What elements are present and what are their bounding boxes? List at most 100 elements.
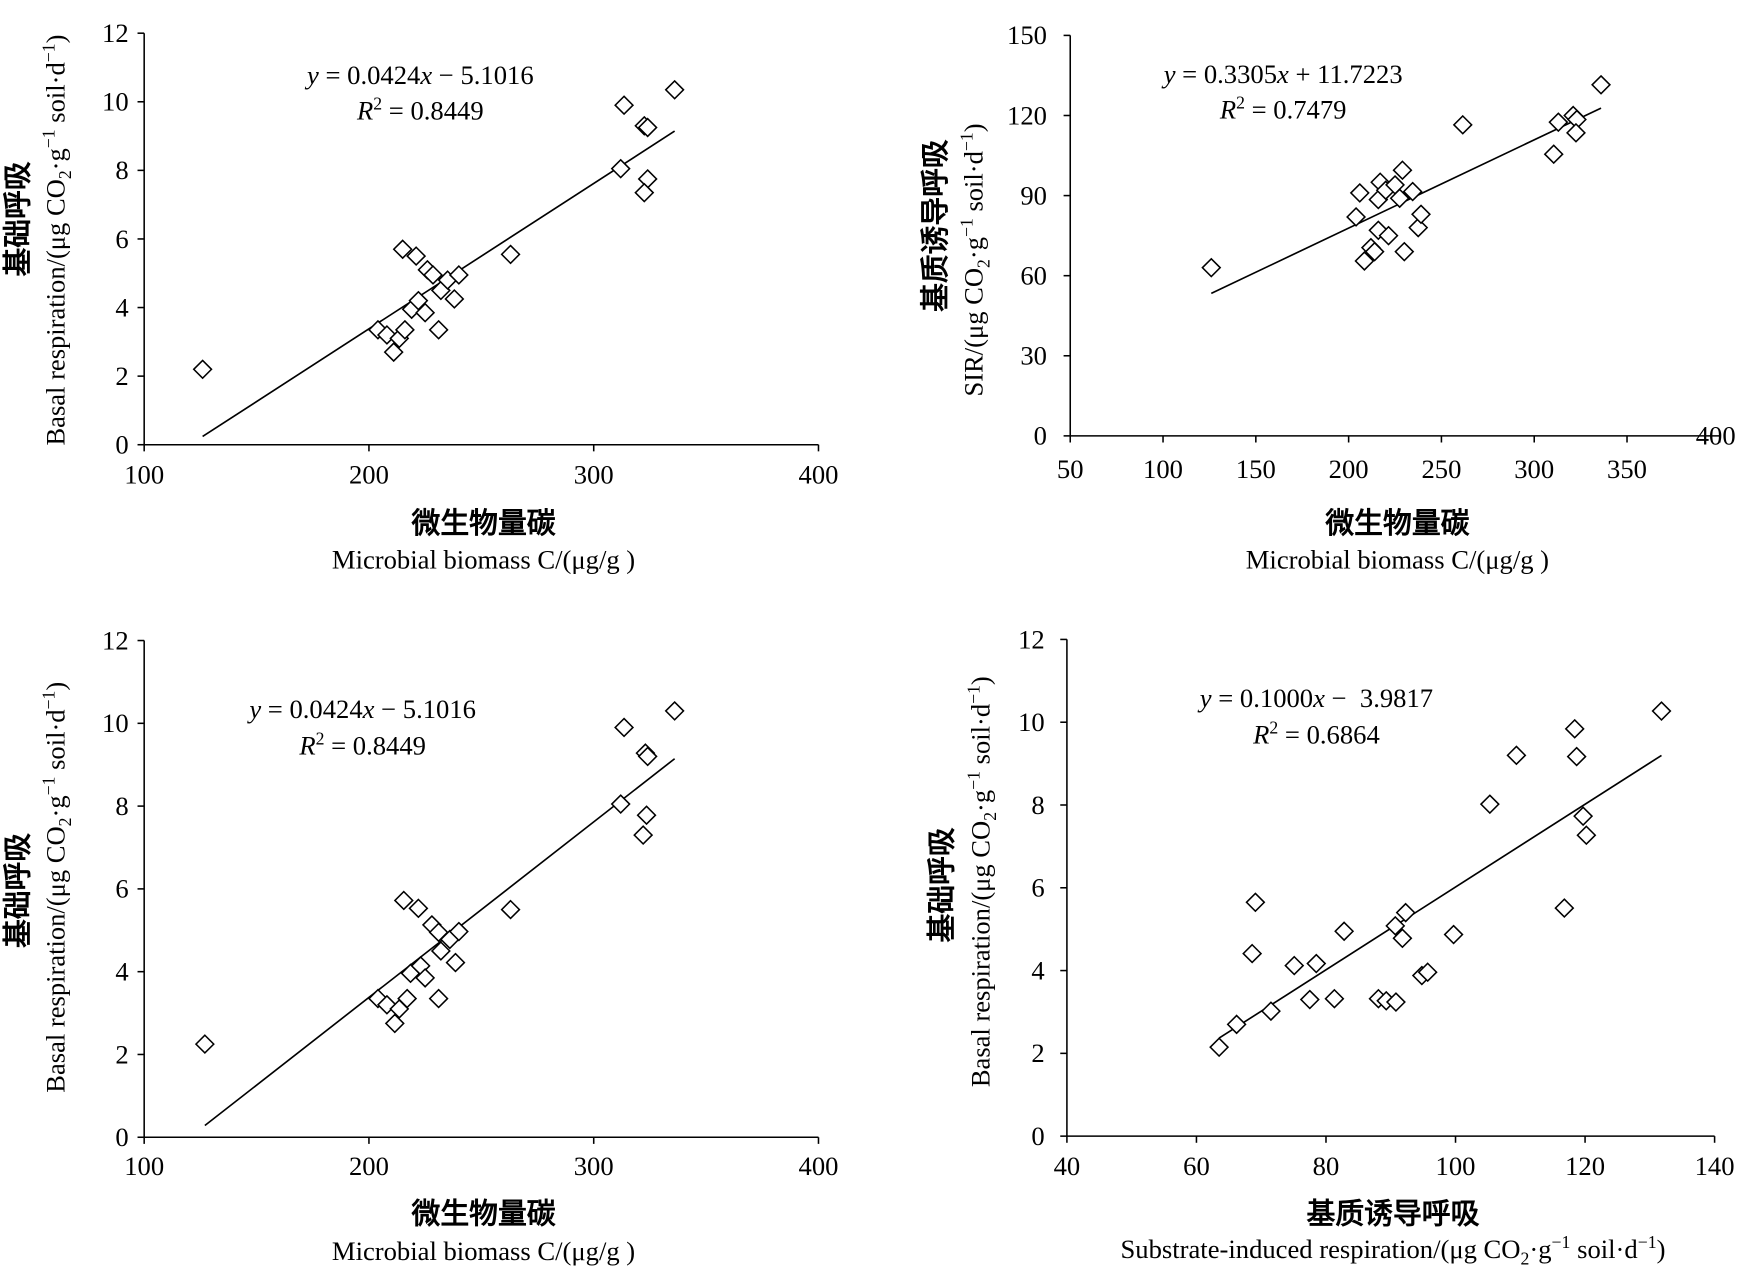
data-point (1408, 217, 1429, 238)
y-tick-label: 0 (115, 1122, 128, 1152)
data-point (1354, 251, 1375, 271)
data-point (1385, 992, 1406, 1012)
data-point (610, 158, 631, 179)
x-tick-label: 50 (1057, 454, 1084, 484)
data-point (1576, 825, 1597, 846)
data-point (1260, 1001, 1281, 1022)
data-point (1564, 718, 1585, 739)
data-point (1392, 928, 1413, 949)
data-point (1651, 701, 1672, 721)
x-tick-label: 60 (1183, 1151, 1210, 1181)
x-axis-title-en: Microbial biomass C/(μg/g ) (332, 545, 635, 575)
x-axis-title-cn: 基质诱导呼吸 (1307, 1199, 1480, 1231)
data-point (383, 342, 404, 363)
data-point (384, 1013, 405, 1034)
y-tick-label: 6 (1031, 873, 1044, 903)
y-tick-label: 4 (1031, 955, 1044, 985)
data-point (408, 898, 429, 919)
data-point (664, 79, 685, 100)
data-point (192, 359, 213, 380)
y-tick-label: 60 (1020, 261, 1047, 291)
y-tick-label: 0 (1034, 421, 1047, 451)
scatter-panel-1: 0 2 4 6 8 10 12 100 200 300 400 y = 0.0424x − 5.101… (3, 18, 839, 575)
y-tick-label: 4 (115, 292, 128, 322)
x-tick-label: 300 (1514, 454, 1554, 484)
data-point (1378, 225, 1399, 246)
y-tick-label: 10 (1018, 707, 1045, 737)
data-point (444, 289, 465, 309)
data-point (428, 319, 449, 340)
x-tick-label: 400 (1696, 421, 1736, 451)
data-point (1346, 207, 1367, 227)
data-point (415, 967, 436, 988)
data-point (1364, 241, 1385, 262)
data-point (1395, 902, 1416, 923)
r-squared-label: R2 = 0.7479 (1219, 92, 1347, 124)
y-axis-title-cn: 基础呼吸 (3, 161, 35, 276)
data-point (1548, 112, 1569, 133)
x-tick-label: 200 (349, 1151, 389, 1181)
trendline (204, 758, 676, 1127)
data-point (392, 239, 413, 260)
data-point (637, 746, 658, 767)
y-axis-title-cn: 基础呼吸 (3, 833, 35, 948)
x-tick-label: 400 (799, 459, 839, 489)
y-axis-title-en: Basal respiration/(μg CO2·g−1 soil·d−1) (38, 35, 75, 446)
y-tick-label: 4 (115, 957, 128, 987)
data-point (1506, 745, 1527, 766)
y-tick-label: 10 (102, 87, 129, 117)
data-point (634, 182, 655, 203)
x-tick-label: 300 (574, 459, 614, 489)
data-point (500, 899, 521, 920)
y-axis-title-en: Basal respiration/(μg CO2·g−1 soil·d−1) (38, 682, 75, 1093)
y-tick-label: 0 (1031, 1121, 1044, 1151)
data-point (397, 988, 418, 1009)
data-point (1566, 746, 1587, 767)
data-point (664, 700, 685, 721)
y-tick-label: 12 (1018, 624, 1045, 654)
y-tick-label: 8 (1031, 790, 1044, 820)
r-squared-label: R2 = 0.6864 (1252, 717, 1380, 749)
data-point (448, 265, 469, 285)
y-axis-title-cn: 基质诱导呼吸 (920, 139, 952, 312)
y-tick-label: 2 (1031, 1038, 1044, 1068)
y-tick-label: 0 (115, 430, 128, 460)
data-point (636, 805, 657, 826)
x-tick-label: 200 (1329, 454, 1369, 484)
data-point (1417, 962, 1438, 983)
x-axis-title-cn: 微生物量碳 (411, 1199, 557, 1231)
x-axis-title-en: Substrate-induced respiration/(μg CO2·g−… (1120, 1232, 1665, 1269)
data-point (1411, 204, 1431, 225)
data-point (614, 95, 635, 116)
data-point (1452, 114, 1473, 135)
y-tick-label: 6 (115, 224, 128, 254)
data-point (194, 1034, 215, 1055)
data-point (428, 988, 449, 1009)
data-point (614, 717, 635, 738)
y-tick-label: 12 (102, 18, 129, 48)
data-point (500, 244, 521, 265)
data-point (394, 319, 415, 340)
scatter-panel-2: 0 30 60 90 120 150 50 100 150 200 250 300 350 400 y = … (920, 20, 1736, 574)
data-point (1479, 794, 1500, 815)
data-point (633, 825, 654, 846)
data-point (1201, 257, 1222, 278)
x-tick-label: 250 (1421, 454, 1461, 484)
data-point (448, 921, 469, 942)
y-tick-label: 8 (115, 155, 128, 185)
x-axis-title-cn: 微生物量碳 (1324, 508, 1470, 540)
x-tick-label: 100 (124, 1151, 164, 1181)
regression-equation: y = 0.0424x − 5.1016 (304, 60, 534, 90)
y-axis-title-cn: 基础呼吸 (927, 827, 959, 942)
x-tick-label: 100 (1436, 1151, 1476, 1181)
y-tick-label: 12 (102, 625, 129, 655)
y-tick-label: 8 (115, 791, 128, 821)
data-point (1389, 188, 1410, 209)
x-tick-label: 300 (574, 1151, 614, 1181)
y-tick-label: 2 (115, 1039, 128, 1069)
y-tick-label: 10 (102, 708, 129, 738)
y-tick-label: 6 (115, 874, 128, 904)
x-tick-label: 150 (1236, 454, 1276, 484)
x-axis-title-en: Microbial biomass C/(μg/g ) (332, 1236, 635, 1266)
data-point (1402, 181, 1423, 202)
